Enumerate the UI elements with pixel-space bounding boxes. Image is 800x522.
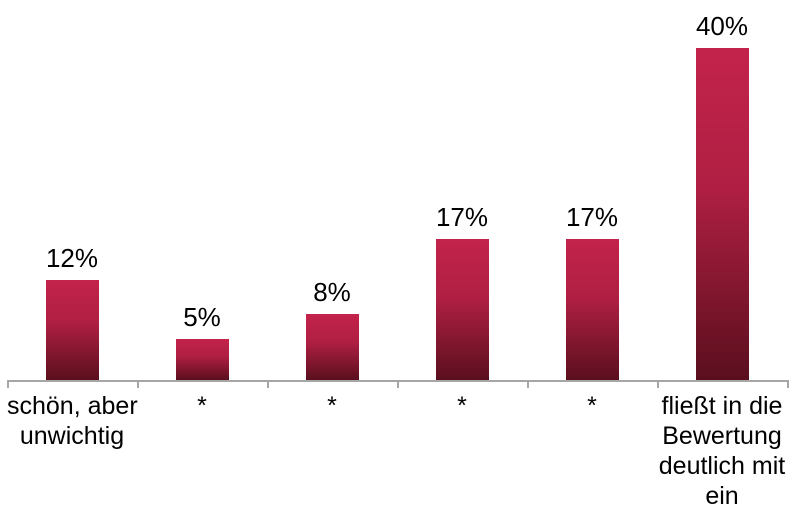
bar-column: 8%: [267, 0, 397, 380]
x-axis-label: *: [327, 392, 337, 420]
x-axis-label: fließt in die Bewertung deutlich mit ein: [658, 392, 786, 510]
x-axis-label: *: [197, 392, 207, 420]
bar-value-label: 40%: [695, 11, 749, 41]
bar-column: 5%: [137, 0, 267, 380]
bar-column: 17%: [397, 0, 527, 380]
bar-column: 40%: [657, 0, 787, 380]
bar-column: 12%: [7, 0, 137, 380]
x-axis-tick: [657, 380, 659, 388]
bar: [695, 48, 749, 380]
bar: [565, 239, 619, 380]
bar: [45, 280, 99, 380]
bar-value-label: 17%: [565, 202, 619, 232]
bar-value-label: 17%: [435, 202, 489, 232]
x-axis-tick: [787, 380, 789, 388]
bar: [305, 314, 359, 380]
x-axis-label: schön, aber unwichtig: [7, 392, 138, 450]
bar: [435, 239, 489, 380]
bar-value-label: 5%: [183, 302, 221, 332]
x-axis-label: *: [587, 392, 597, 420]
x-axis-label: *: [457, 392, 467, 420]
bar-column: 17%: [527, 0, 657, 380]
x-axis-tick: [527, 380, 529, 388]
bar-value-label: 12%: [45, 243, 99, 273]
x-axis-tick: [267, 380, 269, 388]
bar: [175, 339, 229, 380]
x-axis-tick: [397, 380, 399, 388]
x-axis-tick: [7, 380, 9, 388]
x-axis-tick: [137, 380, 139, 388]
bar-value-label: 8%: [313, 277, 351, 307]
